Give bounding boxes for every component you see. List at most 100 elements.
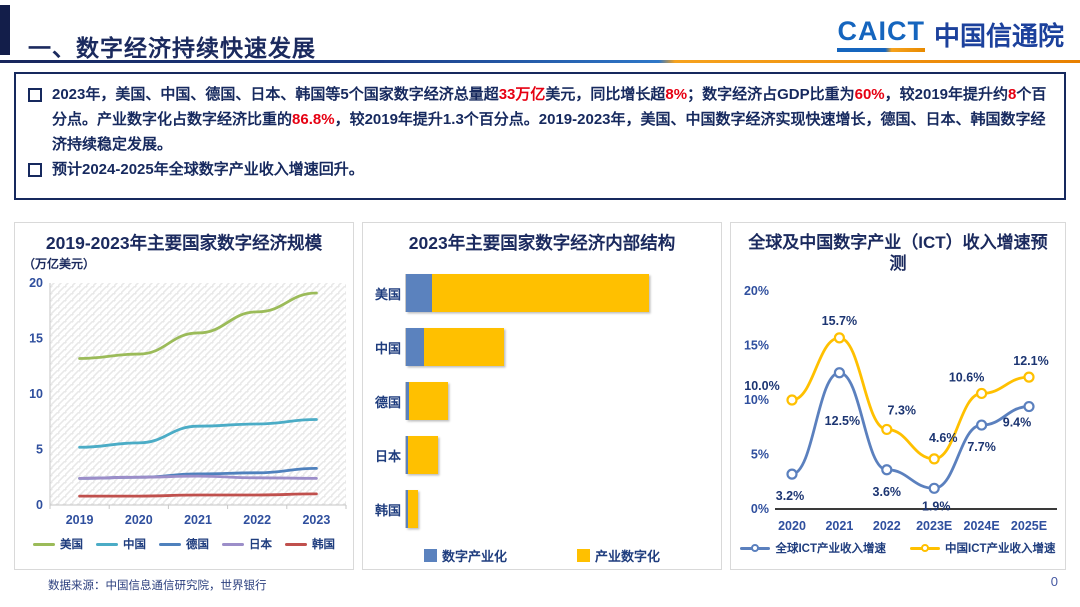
line-chart-scale: 0 5 10 15 20 2019 2020 2021 2022 2023	[29, 276, 347, 527]
legend-label: 产业数字化	[595, 549, 661, 565]
svg-text:10: 10	[29, 387, 43, 401]
summary-text: 个百分点。产业数字化占数字经济比重的	[52, 86, 1047, 128]
summary-bullet-2: 预计2024-2025年全球数字产业收入增速回升。	[26, 157, 1052, 182]
svg-text:0: 0	[36, 498, 43, 512]
legend-line-swatch	[96, 542, 118, 546]
legend-item: 日本	[222, 536, 272, 552]
bar-row: 德国	[363, 374, 721, 428]
summary-text: ，较2019年提升约	[884, 86, 1009, 103]
header-accent-bar	[0, 5, 10, 55]
summary-text: ；数字经济占GDP比重为	[687, 86, 855, 103]
svg-text:4.6%: 4.6%	[929, 431, 958, 445]
svg-text:15: 15	[29, 332, 43, 346]
data-source-note: 数据来源：中国信息通信研究院，世界银行	[48, 580, 267, 592]
legend-square-swatch	[423, 549, 437, 563]
bullet-square-icon	[28, 88, 42, 102]
summary-text: ，较2019年提升1.3个百分点。2019-2023年，美国、中国数字经济实现快…	[52, 111, 1046, 153]
svg-text:20%: 20%	[744, 284, 769, 298]
caict-logo: CAICT 中国信通院	[837, 16, 1064, 53]
bar-segment	[406, 490, 408, 529]
bar-row: 中国	[363, 320, 721, 374]
svg-text:2024E: 2024E	[964, 519, 1000, 533]
legend-square-swatch	[577, 549, 590, 563]
summary-box: 2023年，美国、中国、德国、日本、韩国等5个国家数字经济总量超33万亿美元，同…	[14, 72, 1066, 200]
legend-line-swatch	[159, 542, 181, 546]
summary-bullet-1-text: 2023年，美国、中国、德国、日本、韩国等5个国家数字经济总量超33万亿美元，同…	[52, 82, 1052, 157]
svg-text:9.4%: 9.4%	[1003, 416, 1032, 430]
svg-text:3.2%: 3.2%	[776, 490, 805, 504]
bar-category-label: 美国	[374, 286, 401, 302]
svg-text:15.7%: 15.7%	[822, 314, 857, 328]
legend-item: 数字产业化	[423, 546, 507, 565]
page-title: 一、数字经济持续快速发展	[28, 35, 316, 62]
legend-label: 数字产业化	[441, 549, 507, 565]
chart1-unit-label: （万亿美元）	[23, 257, 96, 272]
caict-logo-chinese: 中国信通院	[933, 21, 1064, 51]
bar-track	[405, 490, 713, 529]
svg-text:2022: 2022	[243, 513, 271, 527]
header-divider	[0, 60, 1080, 63]
legend-label: 中国ICT产业收入增速	[945, 543, 1056, 556]
svg-text:2020: 2020	[778, 519, 806, 533]
legend-item: 全球ICT产业收入增速	[740, 540, 886, 556]
legend-marker-dot	[921, 544, 929, 553]
svg-text:10.6%: 10.6%	[949, 371, 984, 385]
bar-segment	[406, 436, 408, 475]
svg-text:10.0%: 10.0%	[744, 379, 779, 393]
legend-line-marker-swatch	[910, 544, 940, 553]
legend-item: 德国	[159, 536, 209, 552]
highlight-value: 86.8%	[292, 111, 335, 128]
legend-label: 全球ICT产业收入增速	[775, 543, 886, 556]
chart-panel-ict-forecast: 全球及中国数字产业（ICT）收入增速预测 0% 5% 10% 15% 20% 2020 20…	[730, 222, 1066, 570]
svg-text:7.3%: 7.3%	[888, 404, 917, 418]
svg-text:2019: 2019	[66, 513, 94, 527]
chart-panel-digital-economy-scale: 2019-2023年主要国家数字经济规模 （万亿美元） 0 5 10 15 20 2019…	[14, 222, 354, 570]
legend-item: 美国	[33, 536, 83, 552]
chart-panel-internal-structure: 2023年主要国家数字经济内部结构 美国中国德国日本韩国 数字产业化 产业数字化	[362, 222, 722, 570]
summary-bullet-2-text: 预计2024-2025年全球数字产业收入增速回升。	[52, 161, 364, 178]
bar-row: 日本	[363, 428, 721, 482]
bar-row: 韩国	[363, 482, 721, 536]
bullet-square-icon	[28, 163, 42, 177]
svg-text:2023E: 2023E	[916, 519, 952, 533]
legend-item: 中国	[96, 536, 146, 552]
bar-category-label: 德国	[374, 394, 401, 410]
bar-track	[405, 382, 713, 421]
summary-text: 美元，同比增长超	[545, 86, 666, 103]
legend-item: 产业数字化	[577, 546, 660, 565]
bar-segment	[407, 436, 438, 475]
bar-segment	[431, 274, 650, 313]
svg-text:1.9%: 1.9%	[922, 500, 951, 514]
legend-label: 中国	[123, 539, 146, 552]
legend-line-marker-swatch	[740, 544, 771, 553]
chart2-title: 2023年主要国家数字经济内部结构	[408, 233, 676, 253]
bar-segment	[406, 382, 409, 421]
bar-track	[405, 328, 713, 367]
bar-category-label: 日本	[374, 448, 401, 464]
svg-text:2023: 2023	[302, 513, 330, 527]
bar-segment	[406, 328, 424, 367]
svg-text:2021: 2021	[825, 519, 853, 533]
legend-item: 中国ICT产业收入增速	[910, 540, 1056, 556]
svg-text:3.6%: 3.6%	[873, 485, 902, 499]
summary-text: 2023年，美国、中国、德国、日本、韩国等5个国家数字经济总量超	[52, 86, 499, 103]
svg-text:2022: 2022	[873, 519, 901, 533]
bar-track	[405, 436, 713, 475]
legend-line-swatch	[33, 542, 55, 546]
caict-logo-text: CAICT	[837, 15, 925, 46]
legend-line-swatch	[222, 542, 244, 546]
bar-track	[405, 274, 713, 313]
svg-text:2021: 2021	[184, 513, 212, 527]
legend-line-swatch	[285, 542, 307, 546]
svg-text:0%: 0%	[751, 502, 769, 516]
bar-segment	[406, 274, 432, 313]
legend-label: 美国	[60, 539, 83, 552]
structure-chart-legend: 数字产业化 产业数字化	[363, 546, 721, 565]
bar-category-label: 韩国	[374, 502, 401, 518]
legend-label: 韩国	[312, 539, 335, 552]
bar-segment	[408, 382, 449, 421]
svg-text:20: 20	[29, 276, 43, 290]
bar-category-label: 中国	[374, 340, 401, 356]
svg-text:7.7%: 7.7%	[967, 441, 996, 455]
